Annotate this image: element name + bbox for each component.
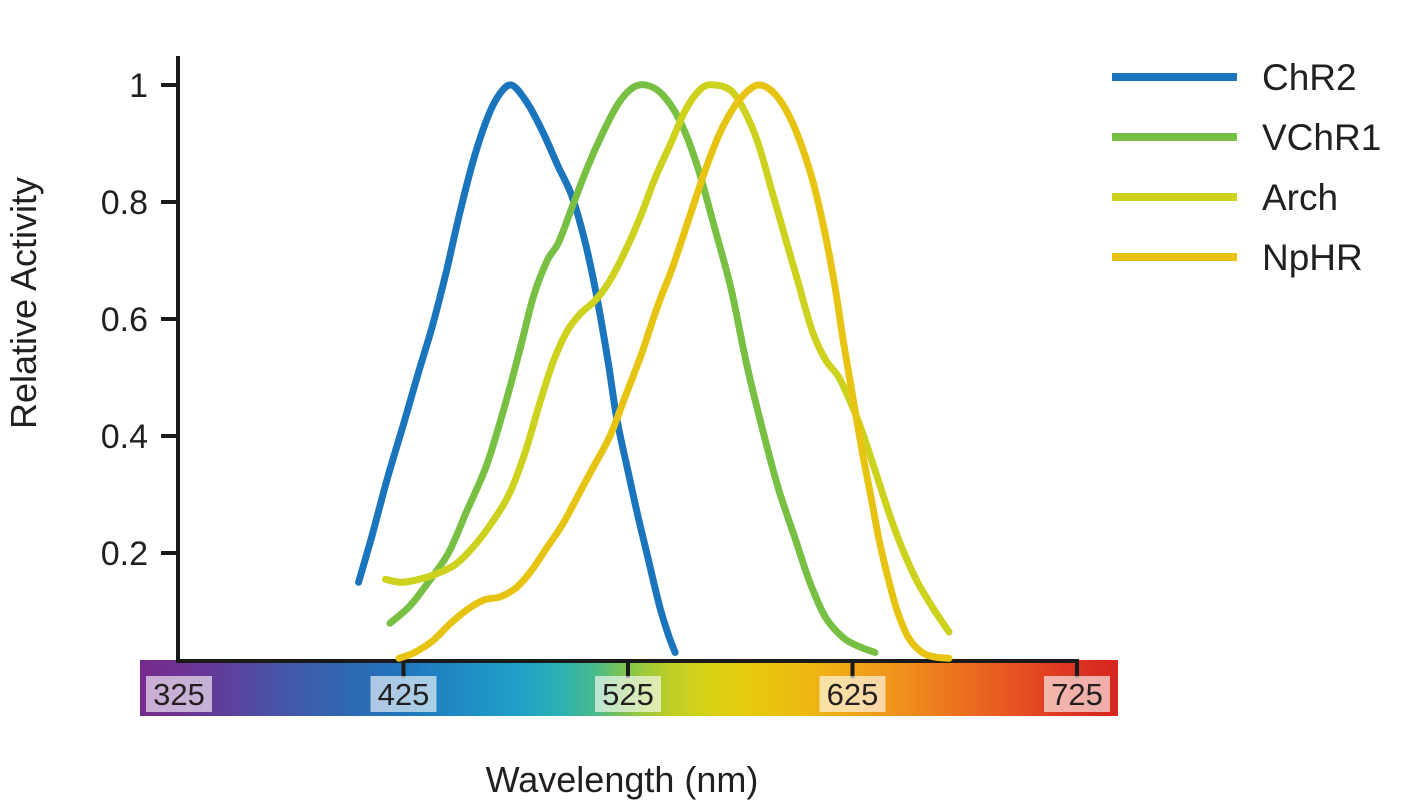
spectra-curves	[355, 81, 953, 662]
curve-nphr	[395, 81, 953, 662]
legend-label-nphr: NpHR	[1262, 237, 1363, 278]
legend-label-vchr1: VChR1	[1262, 117, 1381, 158]
legend-item-arch: Arch	[1112, 177, 1338, 218]
y-axis-ticks: 1 0.8 0.6 0.4 0.2	[101, 67, 178, 573]
x-tick-label: 625	[827, 677, 879, 712]
y-tick-label: 0.6	[101, 301, 148, 339]
x-tick-label: 725	[1051, 677, 1103, 712]
x-tick-label-box	[595, 676, 661, 712]
legend-label-arch: Arch	[1262, 177, 1338, 218]
x-tick-label: 525	[602, 677, 654, 712]
curve-chr2	[355, 81, 679, 656]
legend: ChR2 VChR1 Arch NpHR	[1112, 57, 1381, 278]
legend-label-chr2: ChR2	[1262, 57, 1357, 98]
y-tick-label: 0.2	[101, 535, 148, 573]
curve-vchr1	[386, 81, 879, 656]
x-tick-label-box	[146, 676, 212, 712]
x-tick-label: 425	[378, 677, 430, 712]
y-tick-label: 0.4	[101, 418, 148, 456]
x-tick-label-box	[1044, 676, 1110, 712]
x-axis-title: Wavelength (nm)	[486, 759, 759, 800]
legend-item-chr2: ChR2	[1112, 57, 1357, 98]
y-axis-title: Relative Activity	[3, 177, 44, 429]
legend-item-nphr: NpHR	[1112, 237, 1363, 278]
x-tick-label: 325	[153, 677, 205, 712]
legend-item-vchr1: VChR1	[1112, 117, 1381, 158]
y-tick-label: 1	[129, 67, 148, 105]
axes	[176, 56, 1079, 663]
x-axis-ticks: 325 425 525 625 725	[146, 661, 1110, 712]
x-tick-label-box	[819, 676, 886, 712]
x-tick-label-box	[370, 676, 437, 712]
y-tick-label: 0.8	[101, 184, 148, 222]
